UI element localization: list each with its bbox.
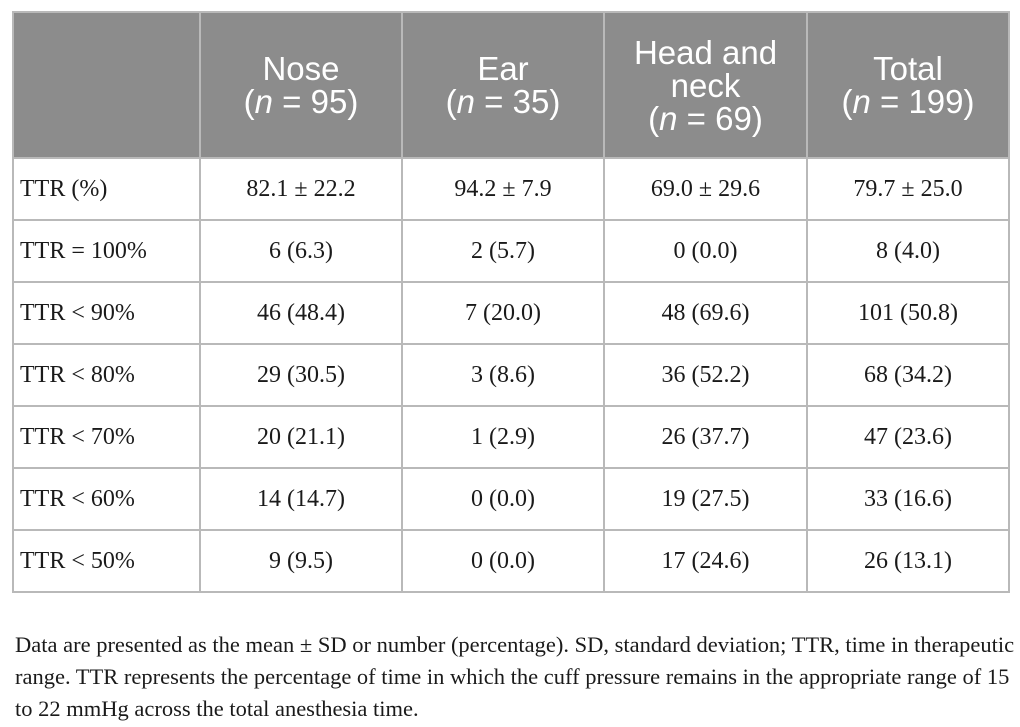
header-cell-nose: Nose (n = 95)	[199, 11, 403, 159]
cell-head-and-neck: 0 (0.0)	[603, 219, 808, 283]
table-footnote: Data are presented as the mean ± SD or n…	[15, 631, 1015, 721]
cell-nose: 29 (30.5)	[199, 343, 403, 407]
cell-nose: 82.1 ± 22.2	[199, 157, 403, 221]
header-n-value: 95	[310, 83, 348, 120]
cell-ear: 2 (5.7)	[401, 219, 605, 283]
n-equals: =	[870, 83, 909, 120]
header-row: Nose (n = 95) Ear (n = 35) Head and neck…	[12, 11, 1010, 159]
n-equals: =	[273, 83, 311, 120]
cell-ear: 0 (0.0)	[401, 529, 605, 593]
cell-nose: 9 (9.5)	[199, 529, 403, 593]
n-equals: =	[677, 99, 716, 137]
cell-head-and-neck: 17 (24.6)	[603, 529, 808, 593]
cell-head-and-neck: 36 (52.2)	[603, 343, 808, 407]
table-row: TTR < 60% 14 (14.7) 0 (0.0) 19 (27.5) 33…	[12, 467, 1010, 531]
header-cell-empty	[12, 11, 201, 159]
header-label: Total	[873, 50, 943, 87]
row-label: TTR < 80%	[12, 343, 201, 407]
header-n-value: 69	[715, 99, 752, 137]
header-n-value: 35	[512, 83, 550, 120]
table-row: TTR (%) 82.1 ± 22.2 94.2 ± 7.9 69.0 ± 29…	[12, 157, 1010, 221]
cell-total: 47 (23.6)	[806, 405, 1010, 469]
cell-ear: 7 (20.0)	[401, 281, 605, 345]
table-row: TTR < 70% 20 (21.1) 1 (2.9) 26 (37.7) 47…	[12, 405, 1010, 469]
header-label: Ear	[477, 50, 529, 87]
cell-total: 68 (34.2)	[806, 343, 1010, 407]
row-label: TTR < 90%	[12, 281, 201, 345]
cell-total: 8 (4.0)	[806, 219, 1010, 283]
cell-nose: 6 (6.3)	[199, 219, 403, 283]
cell-ear: 3 (8.6)	[401, 343, 605, 407]
cell-total: 101 (50.8)	[806, 281, 1010, 345]
cell-head-and-neck: 69.0 ± 29.6	[603, 157, 808, 221]
header-cell-ear: Ear (n = 35)	[401, 11, 605, 159]
table-row: TTR < 90% 46 (48.4) 7 (20.0) 48 (69.6) 1…	[12, 281, 1010, 345]
header-label: Nose	[262, 50, 340, 87]
header-cell-head-and-neck: Head and neck (n = 69)	[603, 11, 808, 159]
header-label: Head and	[633, 33, 778, 71]
results-table-container: Nose (n = 95) Ear (n = 35) Head and neck…	[12, 11, 1010, 593]
cell-head-and-neck: 26 (37.7)	[603, 405, 808, 469]
row-label: TTR < 60%	[12, 467, 201, 531]
row-label: TTR = 100%	[12, 219, 201, 283]
table-row: TTR = 100% 6 (6.3) 2 (5.7) 0 (0.0) 8 (4.…	[12, 219, 1010, 283]
n-symbol: n	[254, 83, 274, 120]
n-symbol: n	[852, 83, 871, 120]
cell-total: 79.7 ± 25.0	[806, 157, 1010, 221]
cell-nose: 46 (48.4)	[199, 281, 403, 345]
cell-head-and-neck: 19 (27.5)	[603, 467, 808, 531]
header-n-value: 199	[908, 83, 964, 120]
cell-head-and-neck: 48 (69.6)	[603, 281, 808, 345]
cell-ear: 1 (2.9)	[401, 405, 605, 469]
header-cell-total: Total (n = 199)	[806, 11, 1010, 159]
cell-ear: 94.2 ± 7.9	[401, 157, 605, 221]
header-label-line2: neck	[670, 66, 741, 104]
n-equals: =	[475, 83, 513, 120]
n-symbol: n	[659, 99, 678, 137]
cell-nose: 14 (14.7)	[199, 467, 403, 531]
row-label: TTR < 50%	[12, 529, 201, 593]
cell-nose: 20 (21.1)	[199, 405, 403, 469]
cell-ear: 0 (0.0)	[401, 467, 605, 531]
table-row: TTR < 50% 9 (9.5) 0 (0.0) 17 (24.6) 26 (…	[12, 529, 1010, 593]
cell-total: 33 (16.6)	[806, 467, 1010, 531]
n-symbol: n	[456, 83, 476, 120]
ttr-results-table: Nose (n = 95) Ear (n = 35) Head and neck…	[12, 11, 1010, 593]
cell-total: 26 (13.1)	[806, 529, 1010, 593]
table-row: TTR < 80% 29 (30.5) 3 (8.6) 36 (52.2) 68…	[12, 343, 1010, 407]
row-label: TTR < 70%	[12, 405, 201, 469]
row-label: TTR (%)	[12, 157, 201, 221]
